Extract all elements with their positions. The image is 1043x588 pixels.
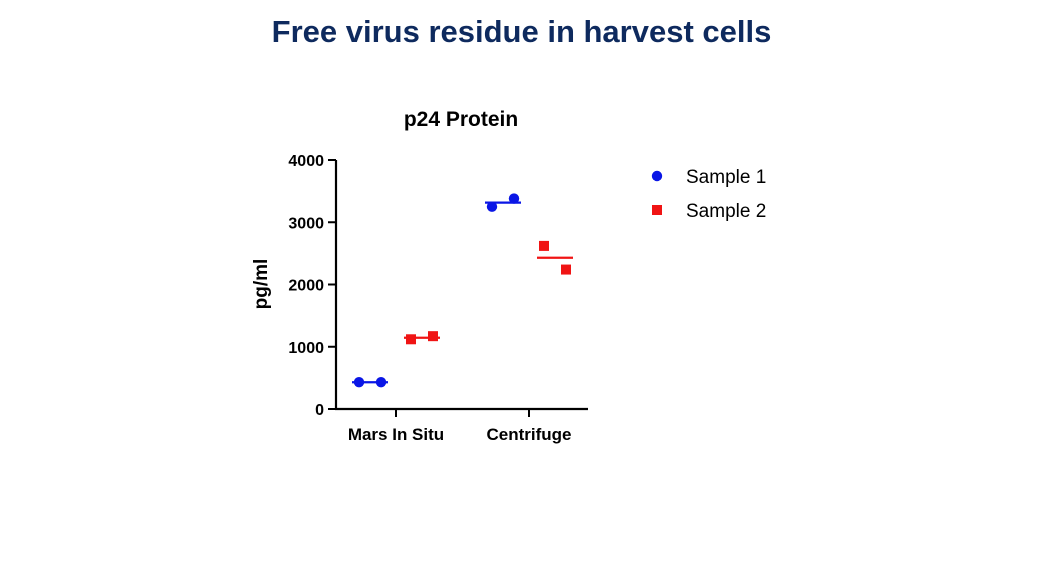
- legend-label-2: Sample 2: [686, 201, 766, 222]
- x-category-label-0: Mars In Situ: [348, 425, 444, 444]
- point-s1-c1-2: [375, 377, 387, 388]
- point-s1-c2-2: [508, 193, 520, 204]
- point-s2-c2-2: [561, 264, 571, 275]
- point-s2-c2-1: [539, 240, 549, 251]
- axes: 0 1000 2000 3000 4000 Mars In Situ Centrifuge: [288, 153, 588, 444]
- y-tick-label-4: 4000: [288, 153, 324, 170]
- x-category-label-1: Centrifuge: [487, 425, 572, 444]
- y-tick-label-0: 0: [315, 402, 324, 419]
- point-s1-c1-1: [353, 377, 365, 388]
- legend: Sample 1 Sample 2: [651, 167, 766, 222]
- slide-title: Free virus residue in harvest cells: [271, 14, 772, 49]
- data-marks: [352, 193, 573, 388]
- y-axis-label: pg/ml: [251, 259, 272, 310]
- point-s2-c1-1: [406, 334, 416, 345]
- y-tick-label-2: 2000: [288, 278, 324, 295]
- point-s2-c1-2: [428, 331, 438, 342]
- y-tick-label-3: 3000: [288, 215, 324, 232]
- legend-marker-2: [652, 205, 662, 215]
- legend-marker-1: [651, 170, 663, 182]
- y-tick-label-1: 1000: [288, 340, 324, 357]
- point-s1-c2-1: [486, 201, 498, 212]
- chart-title: p24 Protein: [404, 108, 518, 131]
- legend-label-1: Sample 1: [686, 167, 766, 188]
